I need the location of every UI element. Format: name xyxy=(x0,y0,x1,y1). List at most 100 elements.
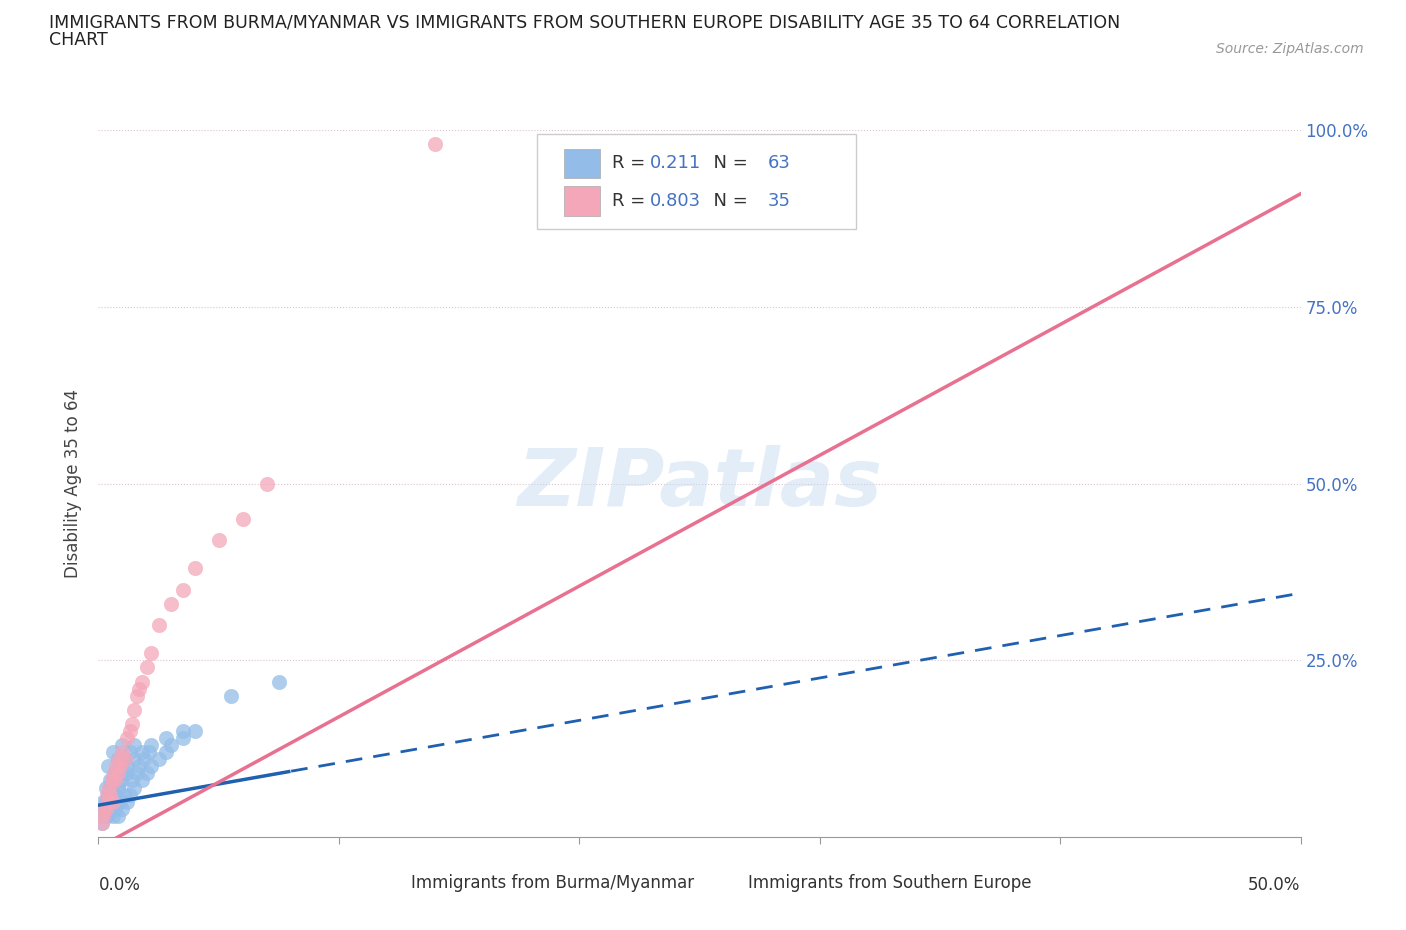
Text: 0.211: 0.211 xyxy=(650,154,702,172)
Text: CHART: CHART xyxy=(49,31,108,48)
Point xyxy=(107,780,129,795)
Point xyxy=(118,787,141,802)
Point xyxy=(135,766,157,781)
Point xyxy=(111,802,134,817)
Point xyxy=(94,808,117,823)
Point xyxy=(101,808,124,823)
Text: 0.803: 0.803 xyxy=(650,192,702,210)
Point xyxy=(107,808,129,823)
Point xyxy=(97,787,120,802)
Point xyxy=(108,773,131,788)
Point xyxy=(91,794,114,809)
Point xyxy=(183,561,205,576)
Point xyxy=(124,751,146,766)
Point xyxy=(128,681,150,696)
Point xyxy=(118,745,141,760)
Point xyxy=(114,787,136,802)
Point xyxy=(114,751,136,766)
Point xyxy=(97,759,120,774)
Point xyxy=(121,773,143,788)
Point xyxy=(155,745,177,760)
Point xyxy=(121,716,143,731)
Text: 63: 63 xyxy=(768,154,792,172)
Point xyxy=(93,802,115,817)
Point xyxy=(104,787,127,802)
Point xyxy=(117,731,139,746)
Point xyxy=(108,759,131,774)
Point xyxy=(141,737,163,752)
Point xyxy=(107,751,129,766)
Point xyxy=(96,808,118,823)
Point xyxy=(219,688,242,703)
Point xyxy=(100,773,122,788)
Point xyxy=(172,731,194,746)
Point xyxy=(101,787,124,802)
Text: R =: R = xyxy=(612,154,651,172)
Text: N =: N = xyxy=(702,192,754,210)
Point xyxy=(124,780,146,795)
Text: Immigrants from Burma/Myanmar: Immigrants from Burma/Myanmar xyxy=(411,874,695,892)
Point xyxy=(267,674,290,689)
Point xyxy=(141,759,163,774)
FancyBboxPatch shape xyxy=(700,870,735,896)
Point xyxy=(111,773,134,788)
Point xyxy=(94,802,117,817)
Point xyxy=(132,751,155,766)
Point xyxy=(101,773,124,788)
Point xyxy=(159,596,181,611)
Point xyxy=(94,794,117,809)
Point xyxy=(423,137,446,152)
Point xyxy=(104,766,127,781)
Point xyxy=(97,794,120,809)
Y-axis label: Disability Age 35 to 64: Disability Age 35 to 64 xyxy=(65,389,83,578)
FancyBboxPatch shape xyxy=(564,149,600,179)
Point xyxy=(101,745,124,760)
Point xyxy=(125,766,148,781)
Point xyxy=(108,759,131,774)
Point xyxy=(117,794,139,809)
Point xyxy=(100,780,122,795)
Point xyxy=(94,780,117,795)
Point xyxy=(91,808,114,823)
Text: Source: ZipAtlas.com: Source: ZipAtlas.com xyxy=(1216,42,1364,56)
Text: 35: 35 xyxy=(768,192,792,210)
Point xyxy=(101,794,124,809)
Point xyxy=(155,731,177,746)
Point xyxy=(100,787,122,802)
Point xyxy=(138,745,160,760)
Point xyxy=(104,802,127,817)
Point xyxy=(172,582,194,597)
Point xyxy=(117,759,139,774)
Point xyxy=(104,773,127,788)
Point xyxy=(125,688,148,703)
Point xyxy=(148,618,170,632)
Point xyxy=(91,816,114,830)
Point xyxy=(159,737,181,752)
Text: 0.0%: 0.0% xyxy=(98,876,141,894)
Point xyxy=(131,745,153,760)
FancyBboxPatch shape xyxy=(564,186,600,216)
Point xyxy=(148,751,170,766)
Point xyxy=(124,702,146,717)
Point xyxy=(91,816,114,830)
Point xyxy=(108,794,131,809)
FancyBboxPatch shape xyxy=(537,134,856,229)
Point xyxy=(183,724,205,738)
Text: 50.0%: 50.0% xyxy=(1249,876,1301,894)
Text: R =: R = xyxy=(612,192,651,210)
Point xyxy=(111,745,134,760)
Point xyxy=(93,802,115,817)
Point xyxy=(111,737,134,752)
Point xyxy=(98,802,121,817)
Point xyxy=(91,808,114,823)
Point xyxy=(141,645,163,660)
Point xyxy=(105,759,128,774)
Point xyxy=(111,766,134,781)
Text: N =: N = xyxy=(702,154,754,172)
Point xyxy=(117,766,139,781)
Point xyxy=(114,751,136,766)
Point xyxy=(100,794,122,809)
Point xyxy=(256,476,278,491)
Point xyxy=(118,724,141,738)
FancyBboxPatch shape xyxy=(363,870,399,896)
